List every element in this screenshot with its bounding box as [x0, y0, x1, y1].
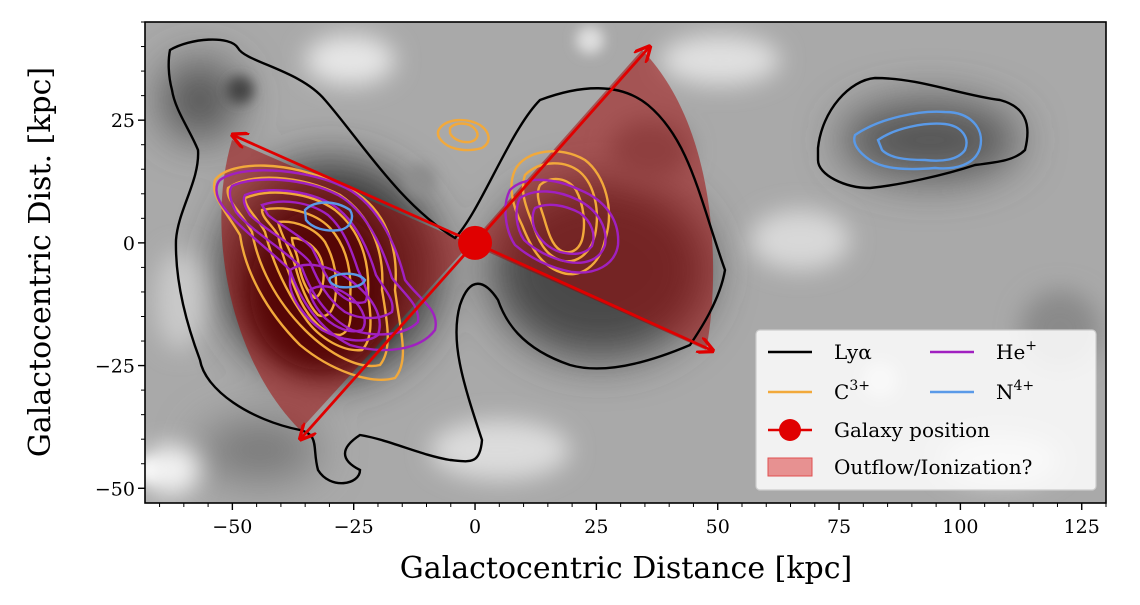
y-axis: −50 −25 0 25 [95, 21, 145, 500]
outflow-arrows [232, 47, 713, 440]
x-tick-label: 75 [827, 516, 851, 538]
outflow-arrow [300, 241, 477, 439]
plot-frame [144, 21, 1107, 504]
n4-contours [303, 110, 983, 289]
y-axis-label: Galactocentric Dist. [kpc] [23, 67, 58, 457]
x-tick-label: 25 [584, 516, 608, 538]
galaxy-marker-layer [458, 225, 493, 260]
legend-label-he: He+ [996, 338, 1037, 364]
y-tick-label: 0 [123, 233, 135, 255]
x-axis-label: Galactocentric Distance [kpc] [400, 551, 852, 586]
legend-box [755, 329, 1097, 491]
legend-label-n4-sup: 4+ [1014, 378, 1035, 394]
x-tick-label: 0 [469, 516, 481, 538]
legend-label-c3-sup: 3+ [849, 378, 870, 394]
galaxy-position-marker [458, 225, 493, 260]
lya-contour-right [816, 76, 1029, 190]
legend-label-c3-base: C [834, 380, 849, 404]
legend-label-galaxy: Galaxy position [834, 418, 990, 442]
legend-label-c3: C3+ [834, 378, 870, 404]
legend-swatch-galaxy-marker [779, 419, 801, 441]
outflow-ionization-cones [221, 50, 714, 430]
lya-contours [167, 38, 1029, 485]
legend-label-lya: Lyα [834, 340, 872, 364]
y-tick-label: −50 [95, 478, 135, 500]
outflow-cone-right [470, 50, 714, 350]
y-tick-label: −25 [95, 356, 135, 378]
outflow-cone-left [221, 140, 470, 430]
legend-label-he-base: He [996, 340, 1025, 364]
legend-label-outflow: Outflow/Ionization? [834, 455, 1032, 479]
legend-label-n4: N4+ [996, 378, 1034, 404]
legend-swatch-outflow [767, 457, 813, 477]
x-tick-label: −50 [212, 516, 252, 538]
x-axis: −50 −25 0 25 50 75 100 125 [159, 503, 1107, 538]
legend: Lyα He+ C3+ N4+ Galaxy position Outflow/… [755, 329, 1097, 491]
x-tick-label: 100 [942, 516, 978, 538]
outflow-arrow [232, 135, 476, 245]
x-tick-label: 50 [706, 516, 730, 538]
x-tick-label: −25 [334, 516, 374, 538]
outflow-arrow [473, 47, 650, 244]
legend-label-n4-base: N [996, 380, 1014, 404]
outflow-arrow [474, 241, 713, 351]
lya-contour-main [167, 38, 727, 485]
legend-label-he-sup: + [1025, 338, 1037, 354]
y-tick-label: 25 [111, 110, 135, 132]
x-tick-label: 125 [1064, 516, 1100, 538]
he-contours [215, 169, 620, 352]
